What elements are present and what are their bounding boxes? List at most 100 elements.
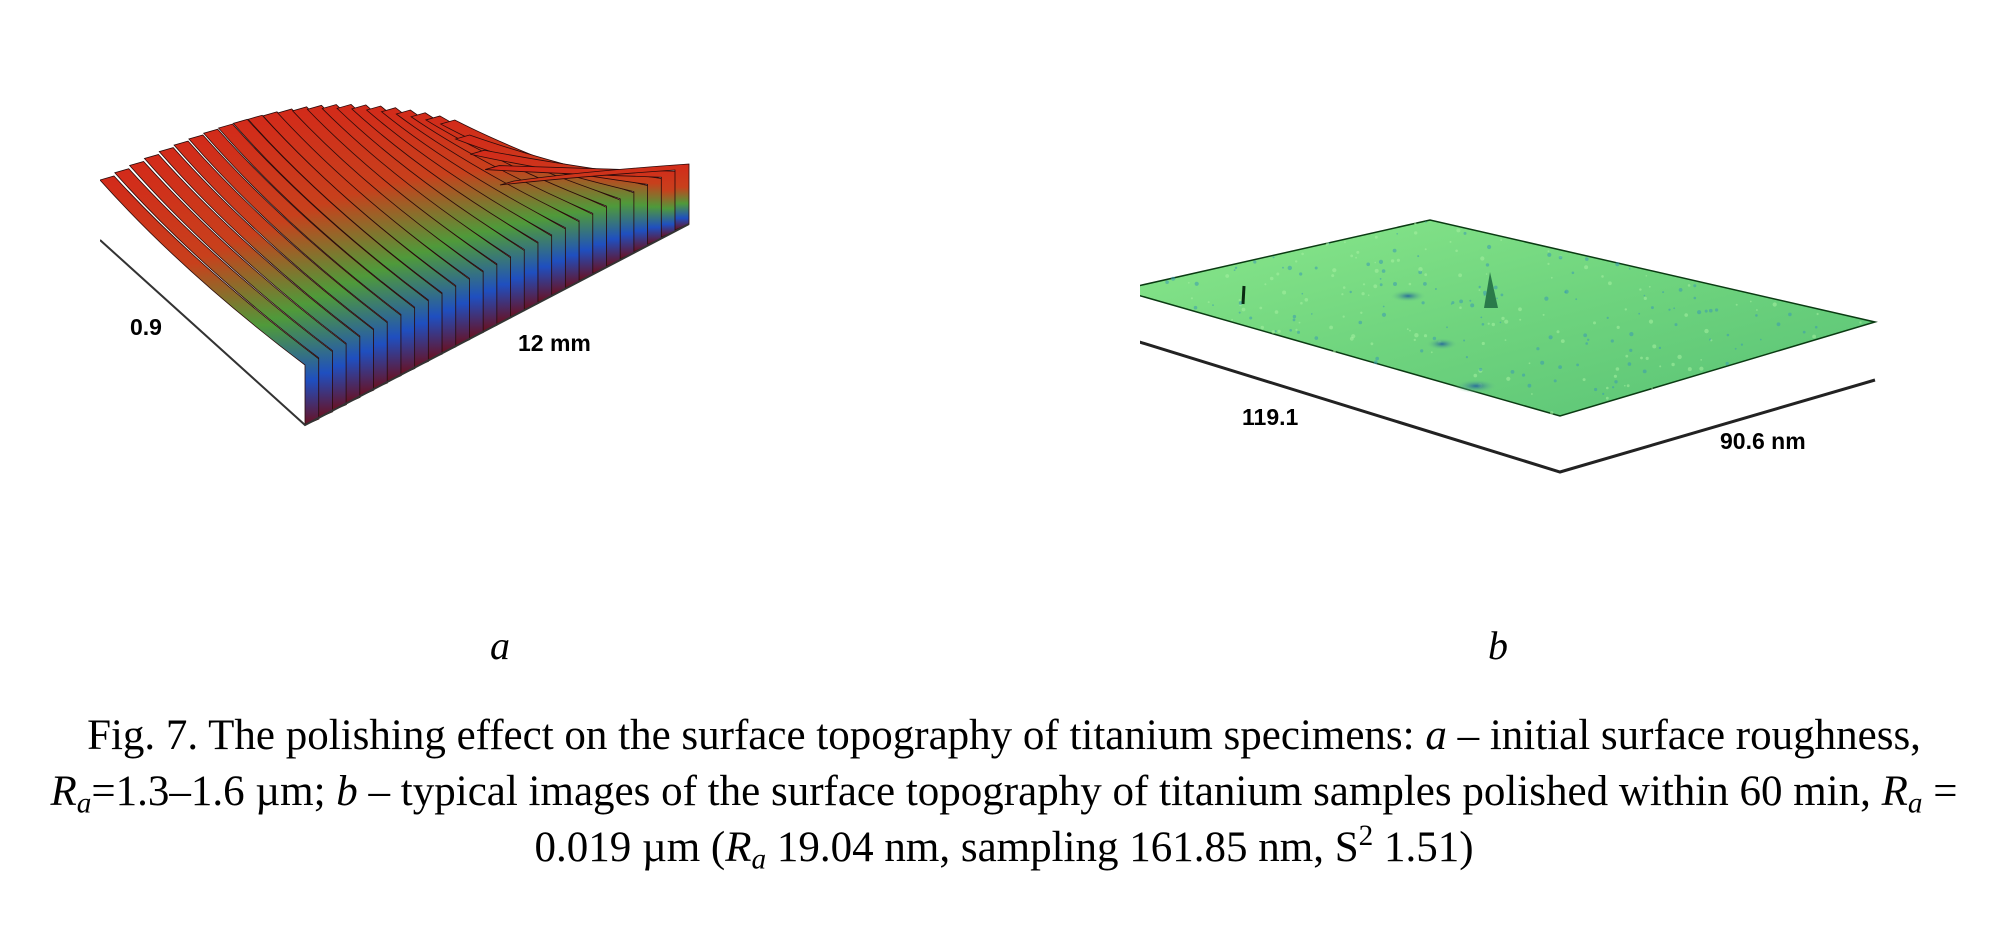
panel-a-rough-surface: 0.9 12 mm <box>99 40 900 560</box>
panel-b-pit <box>1390 290 1426 302</box>
panel-b-texture-dot <box>1264 283 1267 286</box>
panel-b-texture-dot <box>1292 314 1297 319</box>
panel-b-texture-dot <box>1473 373 1478 378</box>
panel-b-texture-dot <box>1776 322 1781 327</box>
panel-b-texture-dot <box>1487 322 1490 325</box>
panel-b-texture-dot <box>1624 384 1626 387</box>
panel-b-pit <box>1426 338 1458 350</box>
panel-b-texture-dot <box>1518 307 1522 312</box>
panel-b-texture-dot <box>1678 288 1683 292</box>
panel-b-texture-dot <box>1564 289 1569 294</box>
panel-b-texture-dot <box>1349 290 1352 294</box>
panel-b-texture-dot <box>1374 261 1376 264</box>
panel-b-texture-dot <box>1645 275 1648 277</box>
panel-b-texture-dot <box>1725 361 1729 366</box>
panel-b-texture-dot <box>1500 239 1503 241</box>
panel-b-texture-dot <box>1483 290 1487 295</box>
panel-b-texture-dot <box>1593 321 1596 325</box>
panel-b-texture-dot <box>1501 316 1505 321</box>
caption-text-a: – initial surface roughness, <box>1446 712 1921 759</box>
panel-b-letter: b <box>1488 623 1508 668</box>
panel-b-axis-left-label: 119.1 <box>1242 404 1299 430</box>
panel-b-texture-dot <box>1479 367 1483 372</box>
panel-b-texture-dot <box>1624 308 1627 311</box>
panel-b-texture-dot <box>1625 354 1629 358</box>
panel-b-texture-dot <box>1374 268 1379 273</box>
panel-b-texture-dot <box>1629 348 1633 352</box>
panel-b-texture-dot <box>1610 339 1614 343</box>
panel-b-texture-dot <box>1658 346 1662 350</box>
panel-b-texture-dot <box>1693 296 1697 300</box>
panel-b-texture-dot <box>1276 272 1280 276</box>
panel-b-texture-dot <box>1379 278 1382 280</box>
panel-b-texture-dot <box>1408 282 1412 286</box>
panel-b-axis-right-label: 90.6 nm <box>1720 428 1806 454</box>
panel-b-texture-dot <box>1225 274 1230 278</box>
panel-b-texture-dot <box>1333 350 1336 353</box>
panel-a-axis-right-label: 12 mm <box>518 330 591 356</box>
panel-b-texture-dot <box>1238 298 1241 302</box>
panel-b-texture-dot <box>1390 259 1395 263</box>
panel-b-texture-dot <box>1548 335 1553 340</box>
panel-b-texture-dot <box>1423 282 1427 286</box>
panel-b-texture-dot <box>1455 249 1458 253</box>
panel-b-texture-dot <box>1301 252 1304 256</box>
panel-b-texture-dot <box>1859 321 1862 324</box>
panel-b-texture-dot <box>1684 313 1688 317</box>
panel-b-texture-dot <box>1547 252 1552 257</box>
panel-b-texture-dot <box>1253 260 1257 264</box>
panel-b-texture-dot <box>1547 250 1550 253</box>
panel-b-texture-dot <box>1740 343 1743 346</box>
panel-a-ridge <box>99 175 320 426</box>
caption-text-b: – typical images of the surface topograp… <box>357 768 1882 815</box>
panel-b-texture-dot <box>1540 360 1545 365</box>
panel-b-texture-dot <box>1605 396 1609 400</box>
panel-b-texture-dot <box>1360 311 1363 314</box>
panel-b-texture-dot <box>1343 241 1346 244</box>
panel-b-texture-dot <box>1594 387 1598 392</box>
panel-b-texture-dot <box>1639 288 1642 291</box>
panel-b-texture-dot <box>1583 333 1588 338</box>
caption-label-a: a <box>1425 712 1447 759</box>
panel-b-texture-dot <box>1645 356 1649 360</box>
panel-b-texture-dot <box>1613 374 1617 378</box>
panel-b-texture-dot <box>1585 257 1589 261</box>
panel-a-ridge <box>158 147 375 397</box>
panel-b-texture-dot <box>1459 299 1463 304</box>
panel-b-texture-dot <box>1463 339 1466 342</box>
panel-b-texture-dot <box>1500 293 1504 297</box>
panel-b-texture-dot <box>1413 338 1416 342</box>
panel-b-texture-dot <box>1282 266 1284 269</box>
panel-b-base-outline <box>1119 334 1876 474</box>
panel-b-texture-dot <box>1496 297 1498 300</box>
panel-b-pit <box>1454 379 1498 393</box>
caption-ra-symbol: R <box>725 824 752 871</box>
panel-a-ridge <box>128 161 347 412</box>
panel-b-texture-dot <box>1194 281 1199 286</box>
panel-b-texture-dot <box>1311 313 1313 315</box>
panel-b-texture-dot <box>1510 370 1515 374</box>
panel-b-texture-dot <box>1715 308 1719 312</box>
panel-b-texture-dot <box>1212 304 1214 306</box>
panel-b-texture-dot <box>1393 282 1397 286</box>
panel-b-texture-dot <box>1396 258 1400 262</box>
panel-b-texture-dot <box>1616 325 1620 329</box>
panel-b-texture-dot <box>1640 356 1643 360</box>
panel-a-ridge <box>143 154 361 404</box>
panel-b-texture-dot <box>1274 330 1277 333</box>
panel-b-texture-dot <box>1615 262 1620 267</box>
panel-b-texture-dot <box>1295 260 1298 263</box>
panel-b-texture-dot <box>1726 333 1730 337</box>
panel-b-texture-dot <box>1626 384 1630 388</box>
caption-tail-end: 1.51) <box>1373 824 1474 871</box>
panel-b-texture-dot <box>1584 265 1589 270</box>
panel-b-texture-dot <box>1314 336 1319 340</box>
panel-b-polished-surface: 119.1 90.6 nm <box>1119 200 1900 500</box>
panel-b-texture-dot <box>1366 262 1370 267</box>
panel-b-texture-dot <box>1487 244 1492 250</box>
panel-b-texture-dot <box>1582 378 1586 382</box>
panel-b-texture-dot <box>1469 299 1472 302</box>
panel-b-surface-texture <box>1165 221 1862 415</box>
panel-a-axis-left-label: 0.9 <box>130 314 162 340</box>
panel-b-texture-dot <box>1381 269 1386 273</box>
